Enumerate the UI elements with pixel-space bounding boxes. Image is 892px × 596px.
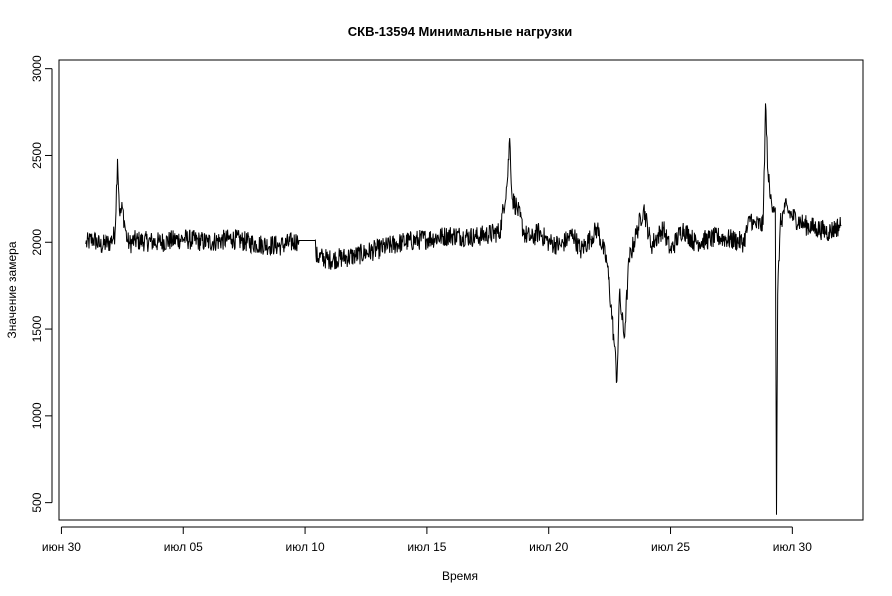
plot-frame — [58, 59, 864, 521]
series-line — [85, 103, 842, 515]
x-tick-label: июл 20 — [529, 540, 568, 554]
series-group — [85, 103, 842, 515]
y-axis-label: Значение замера — [5, 241, 19, 338]
x-tick-label: июн 30 — [42, 540, 81, 554]
y-axis: 500 1000 1500 2000 2500 3000 — [30, 55, 53, 513]
y-tick-label: 2500 — [30, 142, 44, 169]
x-tick-label: июл 30 — [773, 540, 812, 554]
y-tick-label: 3000 — [30, 55, 44, 82]
y-tick-label: 2000 — [30, 229, 44, 256]
y-tick-label: 1000 — [30, 402, 44, 429]
x-axis-label: Время — [442, 569, 478, 583]
y-tick-label: 1500 — [30, 315, 44, 342]
chart-title: СКВ-13594 Минимальные нагрузки — [348, 24, 572, 39]
y-tick-label: 500 — [30, 492, 44, 512]
x-tick-label: июл 10 — [286, 540, 325, 554]
x-tick-label: июл 05 — [164, 540, 203, 554]
x-tick-label: июл 15 — [407, 540, 446, 554]
x-axis: июн 30 июл 05 июл 10 июл 15 июл 20 июл 25 июл … — [42, 526, 812, 554]
x-tick-label: июл 25 — [651, 540, 690, 554]
